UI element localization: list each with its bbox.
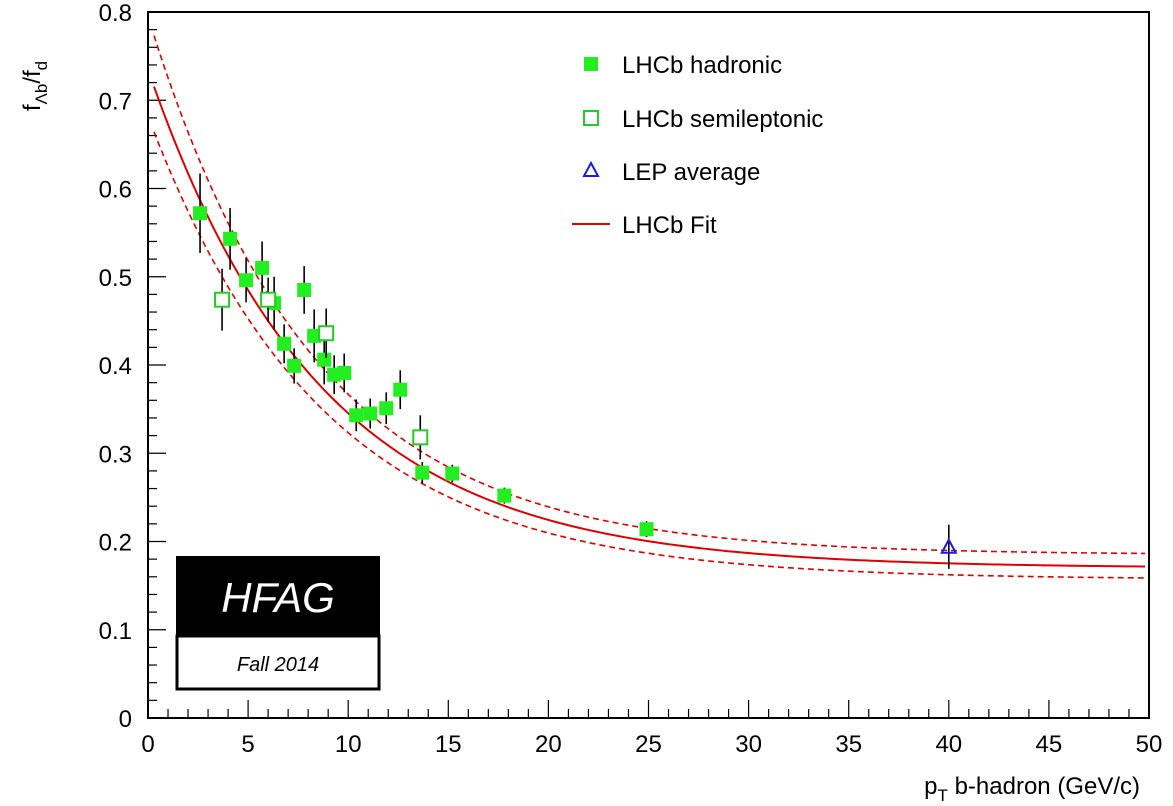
hadronic-point xyxy=(497,488,512,503)
y-tick-label: 0.4 xyxy=(99,353,132,380)
hadronic-point xyxy=(223,231,238,246)
hadronic-point xyxy=(317,352,332,367)
y-tick-label: 0.7 xyxy=(99,88,132,115)
hadronic-point xyxy=(639,522,654,537)
semileptonic-point xyxy=(318,325,335,342)
y-tick-label: 0.3 xyxy=(99,441,132,468)
y-tick-label: 0.1 xyxy=(99,618,132,645)
fit-curves xyxy=(153,35,1146,579)
legend: LHCb hadronic LHCb semileptonic LEP aver… xyxy=(572,52,823,239)
legend-marker-lep xyxy=(582,160,600,177)
legend-label-semileptonic: LHCb semileptonic xyxy=(622,106,823,133)
semileptonic-point xyxy=(260,291,277,308)
y-tick-label: 0.8 xyxy=(99,0,132,27)
semileptonic-point xyxy=(412,429,429,446)
x-tick-label: 15 xyxy=(435,731,462,758)
x-tick-label: 35 xyxy=(835,731,862,758)
hadronic-point xyxy=(349,408,364,423)
tick-labels: 0 5 10 15 20 25 30 35 40 45 50 0 0.1 0.2 0.3 0.4 0.5 0.6 0… xyxy=(99,0,1163,758)
x-tick-label: 10 xyxy=(335,731,362,758)
legend-marker-hadronic xyxy=(584,57,598,71)
fit-lower-band xyxy=(153,131,1146,579)
y-axis-label: fΛb/fd xyxy=(19,61,51,111)
hadronic-point xyxy=(393,382,408,397)
hadronic-point xyxy=(297,282,312,297)
data-points xyxy=(193,173,958,569)
x-tick-label: 45 xyxy=(1036,731,1063,758)
hfag-badge: HFAG Fall 2014 xyxy=(175,556,381,691)
hadronic-point xyxy=(193,206,208,221)
x-tick-label: 5 xyxy=(241,731,254,758)
hadronic-point xyxy=(287,358,302,373)
hadronic-point xyxy=(379,401,394,416)
legend-label-lep: LEP average xyxy=(622,159,760,186)
hadronic-point xyxy=(363,406,378,421)
hadronic-point xyxy=(307,328,322,343)
axis-ticks xyxy=(147,11,1150,719)
semileptonic-point xyxy=(214,291,231,308)
legend-marker-semileptonic xyxy=(583,110,599,126)
y-tick-label: 0.2 xyxy=(99,530,132,557)
x-tick-label: 0 xyxy=(141,731,154,758)
hfag-badge-subtitle: Fall 2014 xyxy=(237,654,319,676)
legend-label-hadronic: LHCb hadronic xyxy=(622,52,782,79)
x-tick-label: 40 xyxy=(935,731,962,758)
y-tick-label: 0.6 xyxy=(99,177,132,204)
hfag-badge-top xyxy=(176,556,380,636)
x-tick-label: 50 xyxy=(1136,731,1163,758)
x-tick-label: 20 xyxy=(535,731,562,758)
hadronic-point xyxy=(415,465,430,480)
y-tick-label: 0 xyxy=(119,706,132,733)
x-tick-label: 30 xyxy=(735,731,762,758)
hadronic-point xyxy=(445,466,460,481)
hfag-badge-title: HFAG xyxy=(221,574,335,621)
legend-label-fit: LHCb Fit xyxy=(622,212,717,239)
x-axis-label: pT b-hadron (GeV/c) xyxy=(924,773,1140,805)
x-tick-label: 25 xyxy=(635,731,662,758)
hadronic-point xyxy=(255,260,270,275)
y-tick-label: 0.5 xyxy=(99,265,132,292)
lep-point xyxy=(940,537,958,554)
hadronic-point xyxy=(239,273,254,288)
hadronic-point xyxy=(337,365,352,380)
hadronic-point xyxy=(277,336,292,351)
fit-central-curve xyxy=(153,86,1146,568)
hfag-badge-bottom xyxy=(175,634,381,691)
